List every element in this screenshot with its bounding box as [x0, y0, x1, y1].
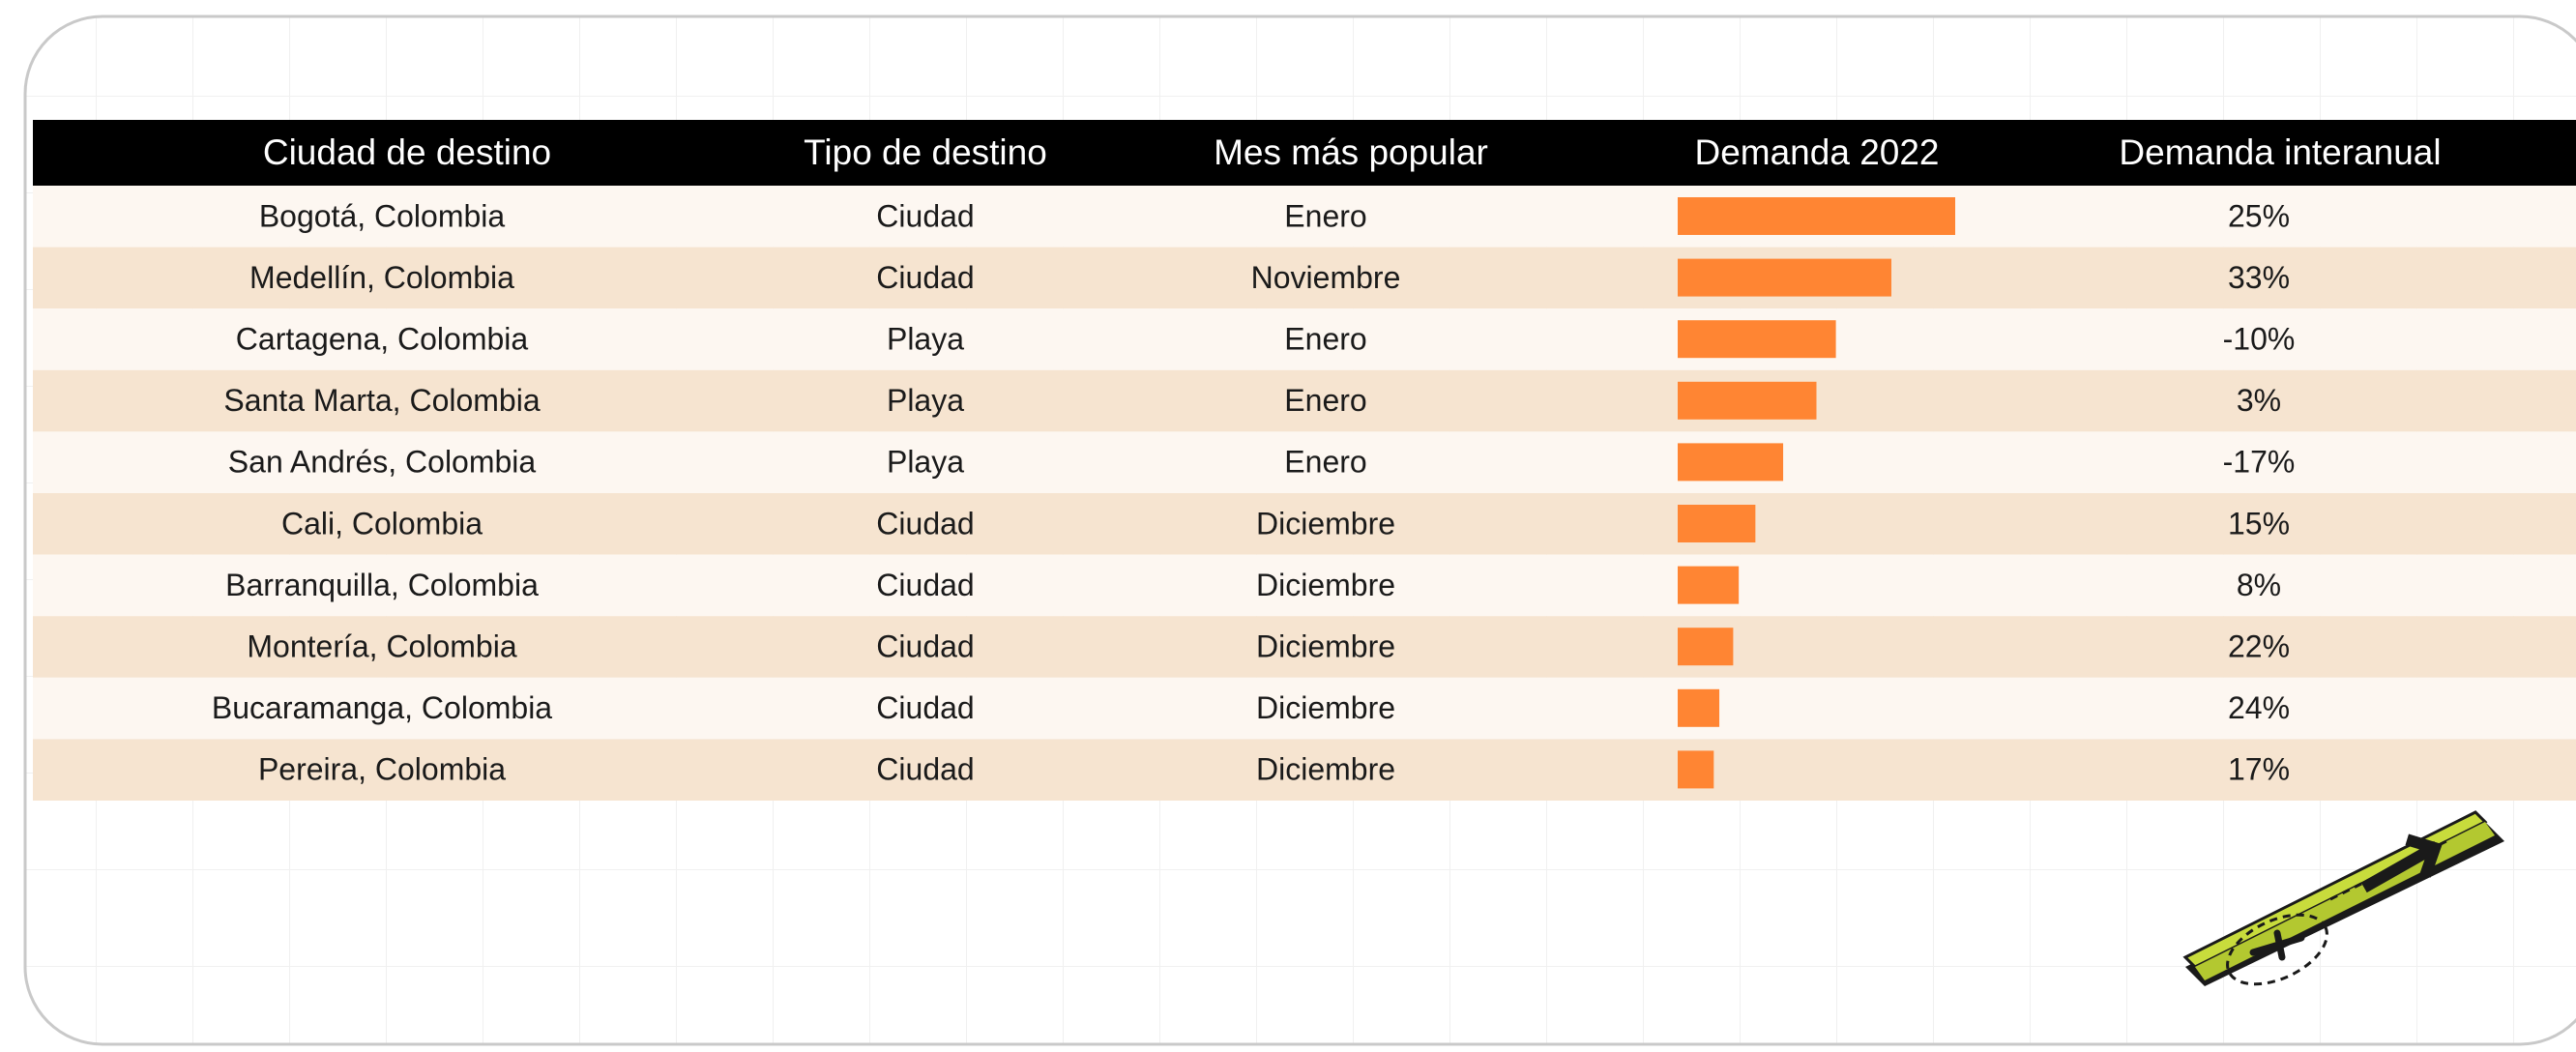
type-cell: Playa [887, 383, 964, 418]
table-body: Bogotá, Colombia Ciudad Enero 25% Medellín, … [33, 186, 2576, 801]
yoy-cell: 15% [2228, 506, 2290, 541]
type-cell: Ciudad [876, 752, 974, 787]
yoy-cell: 3% [2237, 383, 2281, 418]
month-cell: Diciembre [1256, 752, 1395, 787]
type-cell: Ciudad [876, 690, 974, 725]
city-cell: Montería, Colombia [247, 628, 516, 663]
page: {"table": { "columns": ["Ciudad de desti… [0, 0, 2576, 1052]
demand-bar [1678, 197, 1955, 235]
column-header: Demanda interanual [2119, 132, 2441, 172]
yoy-cell: -10% [2223, 321, 2296, 356]
type-cell: Ciudad [876, 198, 974, 233]
demand-bar [1678, 320, 1836, 358]
demand-bar [1678, 628, 1733, 665]
demand-bar [1678, 259, 1891, 297]
month-cell: Diciembre [1256, 506, 1395, 541]
city-cell: San Andrés, Colombia [228, 445, 537, 480]
month-cell: Enero [1284, 445, 1366, 480]
demand-bar [1678, 505, 1755, 542]
month-cell: Noviembre [1251, 260, 1401, 295]
month-cell: Diciembre [1256, 628, 1395, 663]
city-cell: Bogotá, Colombia [259, 198, 506, 233]
city-cell: Cartagena, Colombia [236, 321, 529, 356]
yoy-cell: 8% [2237, 568, 2281, 602]
month-cell: Enero [1284, 198, 1366, 233]
type-cell: Ciudad [876, 506, 974, 541]
city-cell: Cali, Colombia [281, 506, 483, 541]
yoy-cell: -17% [2223, 445, 2296, 480]
demand-bar [1678, 443, 1783, 481]
type-cell: Ciudad [876, 568, 974, 602]
city-cell: Barranquilla, Colombia [225, 568, 539, 602]
yoy-cell: 33% [2228, 260, 2290, 295]
yoy-cell: 24% [2228, 690, 2290, 725]
type-cell: Playa [887, 445, 964, 480]
month-cell: Diciembre [1256, 690, 1395, 725]
table-card: Bogotá, Colombia Ciudad Enero 25% Medellín, … [0, 0, 2576, 1052]
column-header: Ciudad de destino [263, 132, 551, 172]
type-cell: Ciudad [876, 628, 974, 663]
city-cell: Bucaramanga, Colombia [212, 690, 552, 725]
city-cell: Santa Marta, Colombia [223, 383, 540, 418]
type-cell: Ciudad [876, 260, 974, 295]
yoy-cell: 17% [2228, 752, 2290, 787]
type-cell: Playa [887, 321, 964, 356]
month-cell: Diciembre [1256, 568, 1395, 602]
demand-bar [1678, 382, 1817, 420]
column-header: Mes más popular [1214, 132, 1488, 172]
city-cell: Medellín, Colombia [249, 260, 514, 295]
city-cell: Pereira, Colombia [258, 752, 506, 787]
month-cell: Enero [1284, 383, 1366, 418]
demand-bar [1678, 567, 1739, 604]
column-header: Tipo de destino [804, 132, 1047, 172]
demand-bar [1678, 689, 1719, 727]
demand-bar [1678, 750, 1713, 788]
yoy-cell: 25% [2228, 198, 2290, 233]
month-cell: Enero [1284, 321, 1366, 356]
yoy-cell: 22% [2228, 628, 2290, 663]
column-header: Demanda 2022 [1694, 132, 1939, 172]
